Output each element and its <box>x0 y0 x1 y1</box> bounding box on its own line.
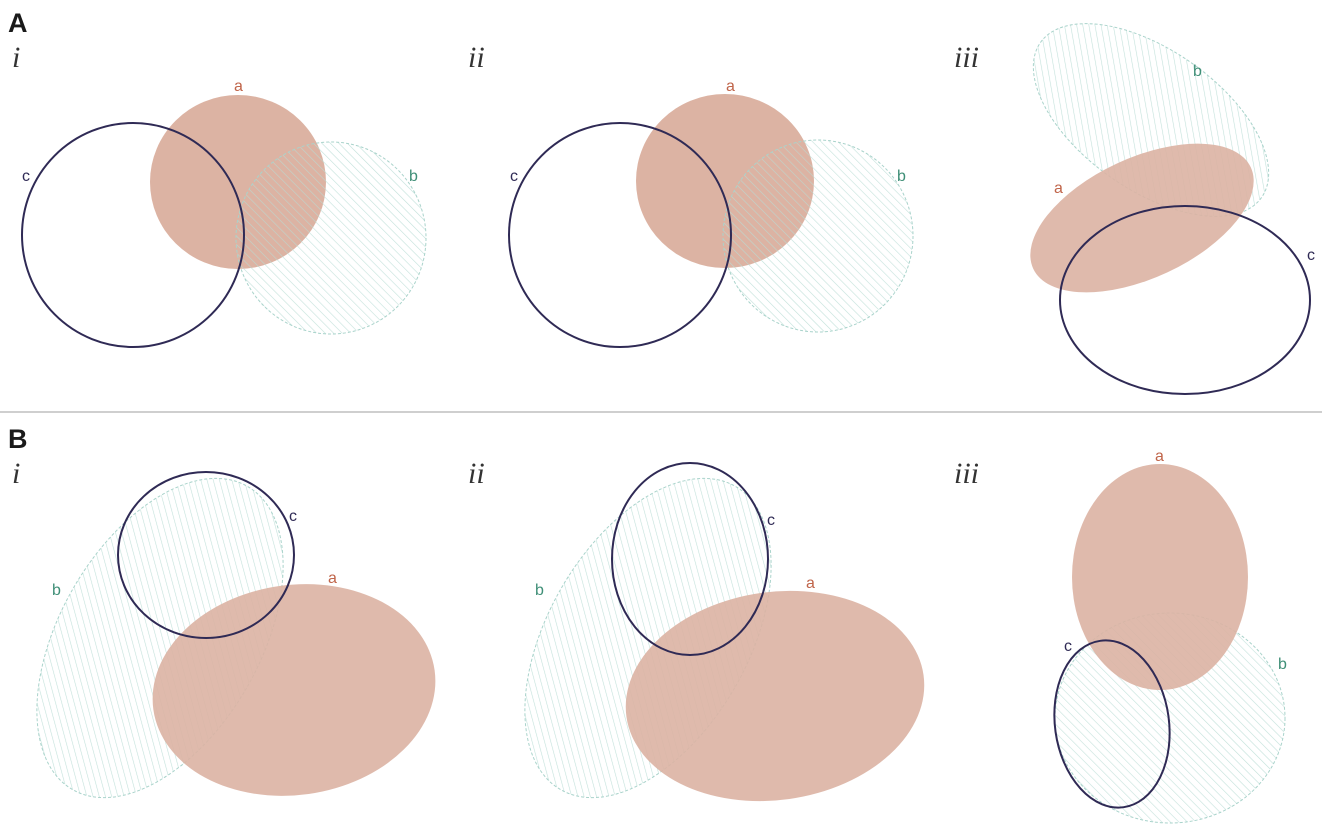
set-c-outline <box>1053 639 1171 809</box>
set-b-label: b <box>409 168 418 185</box>
set-a-region <box>1030 143 1254 293</box>
panel-a-iii-numeral: iii <box>954 41 979 74</box>
panel-a-i-numeral: i <box>12 41 20 74</box>
set-b-label: b <box>52 582 61 599</box>
panel-a-ii: ii a b c <box>468 41 914 348</box>
set-c-label: c <box>1307 247 1315 264</box>
panel-b-ii: ii a b c <box>468 457 925 802</box>
set-c-outline <box>21 122 245 348</box>
set-b-region <box>235 141 427 335</box>
set-b-label: b <box>1278 656 1287 673</box>
panel-b-iii: iii a b c <box>954 448 1287 824</box>
set-c-outline <box>117 471 295 639</box>
set-c-label: c <box>510 168 518 185</box>
panel-b-ii-numeral: ii <box>468 457 485 490</box>
panel-b-i: i a b c <box>12 457 436 799</box>
set-c-outline <box>611 462 769 656</box>
set-a-label: a <box>234 78 243 95</box>
panel-a-ii-numeral: ii <box>468 41 485 74</box>
set-a-region <box>625 590 925 802</box>
set-b-label: b <box>897 168 906 185</box>
section-b-letter: B <box>8 424 28 454</box>
set-c-outline <box>508 122 732 348</box>
section-a-letter: A <box>8 8 28 38</box>
set-c-label: c <box>289 508 297 525</box>
panel-a-iii: iii a b c <box>954 23 1315 395</box>
set-a-label: a <box>1155 448 1164 465</box>
panel-b-iii-numeral: iii <box>954 457 979 490</box>
set-c-label: c <box>1064 638 1072 655</box>
set-a-label: a <box>328 570 337 587</box>
set-b-label: b <box>1193 63 1202 80</box>
set-c-outline <box>1059 205 1311 395</box>
set-c-label: c <box>22 168 30 185</box>
set-a-label: a <box>1054 180 1063 197</box>
panel-b-i-numeral: i <box>12 457 20 490</box>
set-a-region <box>1072 464 1248 690</box>
set-b-region <box>722 139 914 333</box>
panel-a-i: i a b c <box>12 41 427 348</box>
set-b-label: b <box>535 582 544 599</box>
set-a-label: a <box>806 575 815 592</box>
set-a-label: a <box>726 78 735 95</box>
set-c-label: c <box>767 512 775 529</box>
